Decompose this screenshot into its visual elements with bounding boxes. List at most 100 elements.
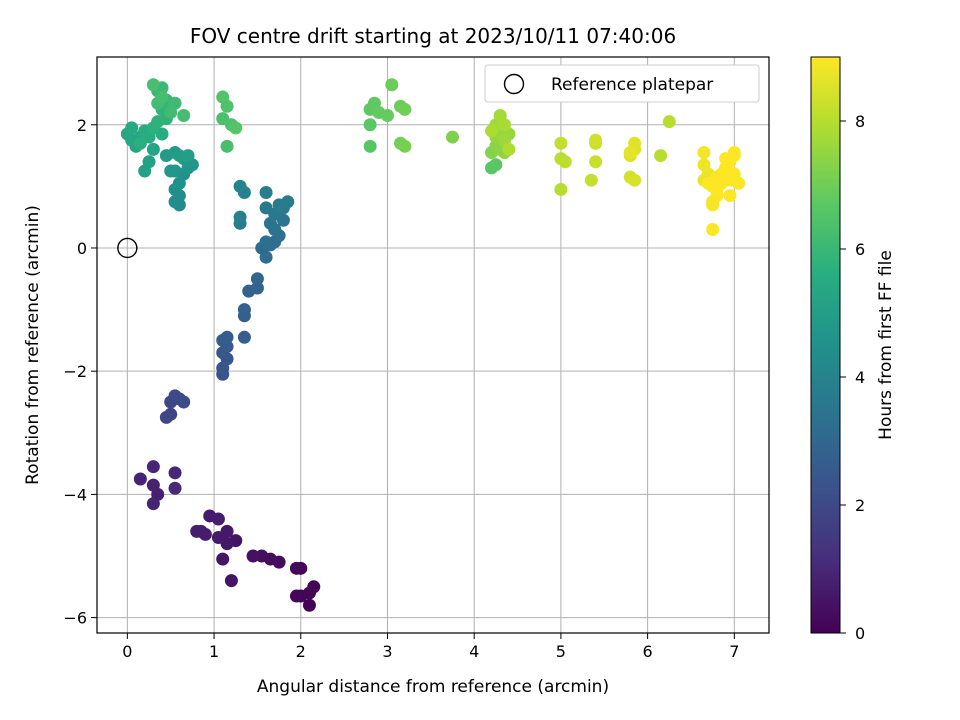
data-point (177, 109, 191, 123)
data-point (250, 281, 264, 295)
data-point (489, 158, 503, 172)
data-point (289, 561, 303, 575)
data-point (498, 118, 512, 132)
data-point (159, 410, 173, 424)
data-point (558, 155, 572, 169)
reference-marker (117, 237, 138, 259)
data-point (289, 589, 303, 603)
data-point (654, 149, 668, 163)
x-tick-label: 7 (729, 642, 739, 661)
x-tick-label: 0 (122, 642, 132, 661)
x-tick-label: 5 (556, 642, 566, 661)
data-point (732, 176, 746, 190)
y-axis-label: Rotation from reference (arcmin) (23, 205, 43, 485)
colorbar (810, 56, 841, 634)
data-point (224, 574, 238, 588)
data-point (623, 145, 637, 159)
plot-frame (96, 56, 770, 634)
data-point (211, 531, 225, 545)
data-point (259, 235, 273, 249)
colorbar-tick-label: 2 (855, 496, 865, 515)
data-point (142, 155, 156, 169)
y-tick-label: −2 (63, 362, 87, 381)
data-point (398, 102, 412, 116)
colorbar-tick-label: 0 (855, 624, 865, 643)
data-point (164, 105, 178, 119)
data-point (246, 549, 260, 563)
chart-title: FOV centre drift starting at 2023/10/11 … (190, 24, 676, 48)
data-point (146, 142, 160, 156)
data-point (697, 158, 711, 172)
y-tick-label: 2 (77, 116, 87, 135)
data-point (701, 176, 715, 190)
data-point (250, 272, 264, 286)
data-point (133, 136, 147, 150)
data-point (125, 121, 139, 135)
legend-box (484, 64, 760, 103)
colorbar-ticks: 0 2 4 6 8 (840, 112, 865, 643)
x-axis-ticks: 0 1 2 3 4 5 6 7 (122, 633, 739, 661)
data-point (168, 481, 182, 495)
data-point (281, 195, 295, 209)
data-point (146, 460, 160, 474)
data-point (155, 90, 169, 104)
data-point (259, 201, 273, 215)
data-point (237, 330, 251, 344)
x-tick-label: 1 (209, 642, 219, 661)
data-point (220, 330, 234, 344)
data-point (259, 186, 273, 200)
legend-marker-icon (503, 73, 525, 95)
legend-label: Reference platepar (551, 75, 713, 95)
grid-lines (97, 57, 769, 633)
data-point (723, 189, 737, 203)
colorbar-label: Hours from first FF file (876, 250, 896, 440)
data-point (177, 395, 191, 409)
data-point (220, 139, 234, 153)
data-point (216, 552, 230, 566)
data-point (363, 118, 377, 132)
data-point (233, 210, 247, 224)
data-point (259, 250, 273, 264)
legend: Reference platepar (484, 64, 760, 103)
data-point (589, 155, 603, 169)
data-point (146, 497, 160, 511)
data-point (146, 78, 160, 92)
data-point (146, 478, 160, 492)
y-tick-label: −4 (63, 485, 87, 504)
data-point (727, 145, 741, 159)
data-point (133, 472, 147, 486)
data-point (229, 121, 243, 135)
data-point (385, 78, 399, 92)
colorbar-tick-label: 4 (855, 368, 865, 387)
x-tick-label: 2 (296, 642, 306, 661)
data-point (697, 145, 711, 159)
data-point (706, 222, 720, 236)
data-point (398, 139, 412, 153)
data-point (302, 598, 316, 612)
data-point (302, 586, 316, 600)
data-point (554, 182, 568, 196)
data-point (589, 133, 603, 147)
data-point (159, 149, 173, 163)
data-point (363, 139, 377, 153)
data-point (485, 124, 499, 138)
data-point (502, 142, 516, 156)
data-point (237, 303, 251, 317)
y-tick-label: 0 (77, 239, 87, 258)
data-point (446, 130, 460, 144)
data-point (554, 136, 568, 150)
y-axis-ticks: −6 −4 −2 0 2 (63, 116, 97, 628)
data-point (164, 164, 178, 178)
data-point (216, 90, 230, 104)
data-points (120, 78, 746, 612)
reference-platepar-marker (117, 237, 138, 259)
x-tick-label: 6 (643, 642, 653, 661)
x-axis-label: Angular distance from reference (arcmin) (257, 677, 609, 697)
data-point (181, 149, 195, 163)
data-point (233, 179, 247, 193)
data-point (662, 115, 676, 129)
data-point (211, 512, 225, 526)
colorbar-tick-label: 8 (855, 112, 865, 131)
data-point (584, 173, 598, 187)
